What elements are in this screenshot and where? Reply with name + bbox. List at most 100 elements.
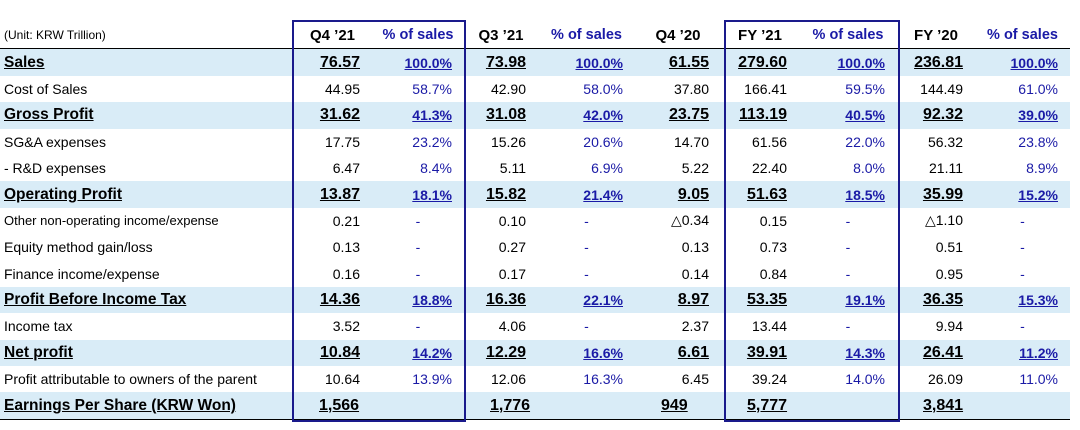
pct-cell: 22.0% [845, 133, 885, 150]
value-cell: 0.13 [332, 239, 360, 256]
row-label: Net profit [0, 339, 293, 367]
pct-cell: 20.6% [583, 133, 623, 150]
col-header-q4-20: Q4 ’20 [635, 22, 721, 50]
value-cell: 73.98 [464, 48, 538, 76]
value-cell: 42.90 [490, 80, 526, 97]
value: 23.75 [668, 106, 709, 124]
value-cell: 39.24 [751, 371, 787, 388]
table-row: Cost of Sales 44.95 58.7% 42.90 58.0% 37.80 16… [0, 76, 1070, 102]
pct-cell: 41.3% [372, 102, 464, 129]
value-cell: 22.40 [751, 160, 787, 177]
pct-cell: 100.0% [799, 48, 897, 76]
value-cell: 26.41 [897, 339, 975, 367]
pct-cell: 14.0% [845, 371, 885, 388]
value: 949 [661, 396, 688, 414]
value: 73.98 [485, 53, 526, 71]
value-cell: 0.14 [681, 265, 709, 282]
pct-cell: 61.0% [1018, 80, 1058, 97]
table-row: Sales 76.57 100.0% 73.98 100.0% 61.55 279.60 10… [0, 48, 1070, 76]
table-row: SG&A expenses 17.75 23.2% 15.26 20.6% 14.70 61… [0, 129, 1070, 155]
row-label: Income tax [4, 318, 73, 335]
table-body: Sales 76.57 100.0% 73.98 100.0% 61.55 279.60 10… [0, 48, 1070, 420]
table-row: Profit Before Income Tax 14.36 18.8% 16.36 2… [0, 286, 1070, 314]
pct-cell: 14.2% [372, 339, 464, 367]
table-row: Operating Profit 13.87 18.1% 15.82 21.4% 9.05… [0, 181, 1070, 208]
col-header-q3-21-pct: % of sales [538, 22, 635, 50]
value: 76.57 [319, 53, 360, 71]
table-row: Net profit 10.84 14.2% 12.29 16.6% 6.61 39.91 1… [0, 339, 1070, 367]
value-cell: 8.97 [635, 286, 721, 314]
pct-cell: - [415, 239, 421, 256]
value-cell: 10.84 [293, 339, 372, 367]
pct-cell: - [1020, 265, 1025, 282]
value-cell: 36.35 [897, 286, 975, 314]
value: 13.87 [319, 185, 360, 203]
value: 14.36 [319, 291, 360, 309]
pct-cell: 16.6% [538, 339, 635, 367]
value: 8.97 [677, 291, 709, 309]
pct-cell: 59.5% [845, 80, 885, 97]
pct-cell: 21.4% [538, 181, 635, 208]
value-cell: 279.60 [721, 48, 799, 76]
value-cell: 5,777 [721, 392, 799, 420]
pct-cell: 23.2% [412, 133, 452, 150]
pct-value: 18.1% [412, 186, 452, 203]
value: 113.19 [738, 106, 787, 124]
pct-cell: 8.4% [420, 160, 452, 177]
value-cell: 17.75 [324, 133, 360, 150]
unit-label: (Unit: KRW Trillion) [0, 22, 293, 50]
value: 15.82 [485, 185, 526, 203]
value-cell: 12.06 [490, 371, 526, 388]
value-cell: 37.80 [673, 80, 709, 97]
value-cell: 3,841 [897, 392, 975, 420]
table-row: Equity method gain/loss 0.13 - 0.27 - 0.13 0.7… [0, 234, 1070, 260]
row-label: Profit Before Income Tax [0, 286, 293, 314]
pct-cell: 40.5% [799, 102, 897, 129]
value-cell: 5.22 [681, 160, 709, 177]
pct-value: 100.0% [837, 54, 885, 71]
pct-cell [538, 392, 635, 420]
value-cell: 23.75 [635, 102, 721, 129]
pct-value: 14.3% [845, 344, 885, 361]
pct-value: 100.0% [1010, 54, 1058, 71]
pct-cell: 19.1% [799, 286, 897, 314]
value: 16.36 [485, 291, 526, 309]
value: 61.55 [668, 53, 709, 71]
pct-value: 39.0% [1018, 107, 1058, 124]
table-row: Finance income/expense 0.16 - 0.17 - 0.14 0.84… [0, 261, 1070, 287]
pct-cell: 15.3% [975, 286, 1070, 314]
table-row: Profit attributable to owners of the par… [0, 366, 1070, 392]
col-header-q4-21-pct: % of sales [372, 22, 464, 50]
pct-value: 15.3% [1018, 292, 1058, 309]
value: 12.29 [485, 343, 526, 361]
pct-cell [975, 392, 1070, 420]
pct-value: 19.1% [845, 292, 885, 309]
value-cell: 16.36 [464, 286, 538, 314]
pct-value: 15.2% [1018, 186, 1058, 203]
pct-value: 11.2% [1019, 344, 1058, 361]
value-cell: 166.41 [744, 80, 787, 97]
row-label: Gross Profit [0, 102, 293, 129]
pct-cell: 22.1% [538, 286, 635, 314]
pct-cell: - [415, 265, 421, 282]
pct-cell: - [845, 239, 851, 256]
pct-value: 100.0% [404, 54, 452, 71]
pct-cell: 18.1% [372, 181, 464, 208]
income-statement: (Unit: KRW Trillion) Q4 ’21 % of sales Q… [0, 22, 1070, 420]
value: 35.99 [922, 185, 963, 203]
value-cell: 949 [635, 392, 721, 420]
value: 1,776 [490, 396, 531, 414]
table-row: Other non-operating income/expense 0.21 - 0… [0, 208, 1070, 234]
pct-value: 100.0% [575, 54, 623, 71]
value-cell: 113.19 [721, 102, 799, 129]
value-cell: 0.13 [681, 239, 709, 256]
value-cell: 53.35 [721, 286, 799, 314]
value: 39.91 [746, 343, 787, 361]
pct-cell: - [1020, 239, 1025, 256]
value-cell: 51.63 [721, 181, 799, 208]
pct-cell: 18.8% [372, 286, 464, 314]
value: 279.60 [738, 53, 787, 71]
value-cell: 6.47 [332, 160, 360, 177]
pct-value: 21.4% [583, 186, 623, 203]
value-cell: 236.81 [897, 48, 975, 76]
